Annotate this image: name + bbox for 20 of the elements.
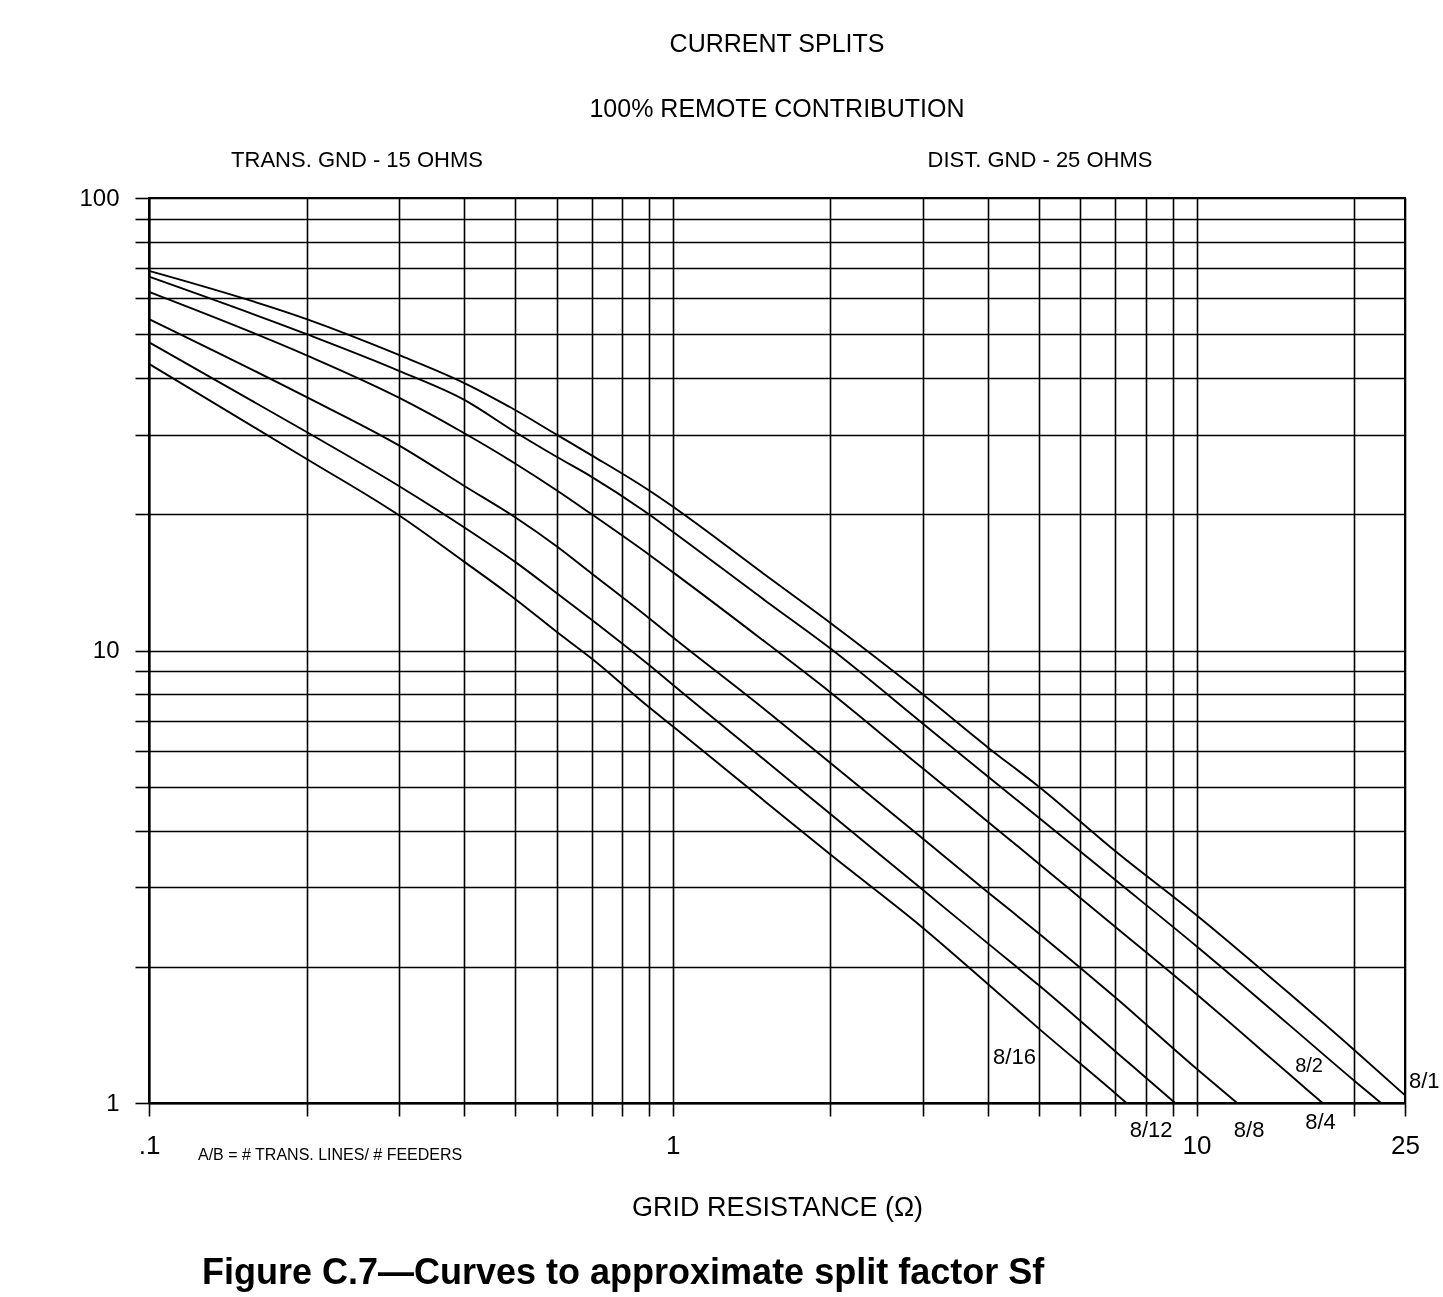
series-label: 8/16 [993, 1044, 1036, 1069]
text: A/B = # TRANS. LINES/ # FEEDERS [198, 1146, 463, 1163]
series-label: 8/8 [1233, 1117, 1265, 1142]
series-label: 8/2 [1295, 1054, 1323, 1076]
text: DIST. GND - 25 OHMS [927, 147, 1153, 172]
chart-subtitle: 100% REMOTE CONTRIBUTION [589, 94, 965, 122]
text: TRANS. GND - 15 OHMS [231, 147, 483, 172]
x-tick-label: .1 [138, 1129, 161, 1160]
x-tick-label: 10 [1182, 1129, 1212, 1160]
x-tick-label: 1 [666, 1129, 681, 1160]
x-tick-label: 25 [1391, 1129, 1420, 1160]
series-label: 8/1 [1409, 1068, 1440, 1094]
text: Figure C.7—Curves to approximate split factor Sf [202, 1251, 1046, 1292]
series-label: 8/12 [1129, 1117, 1173, 1142]
chart-title: CURRENT SPLITS [669, 29, 885, 57]
x-axis-title: GRID RESISTANCE (Ω) [631, 1191, 924, 1222]
y-tick-label: 100 [79, 183, 120, 211]
y-tick-label: 1 [106, 1088, 120, 1116]
series-label: 8/4 [1305, 1109, 1336, 1134]
y-tick-label: 10 [92, 636, 120, 663]
